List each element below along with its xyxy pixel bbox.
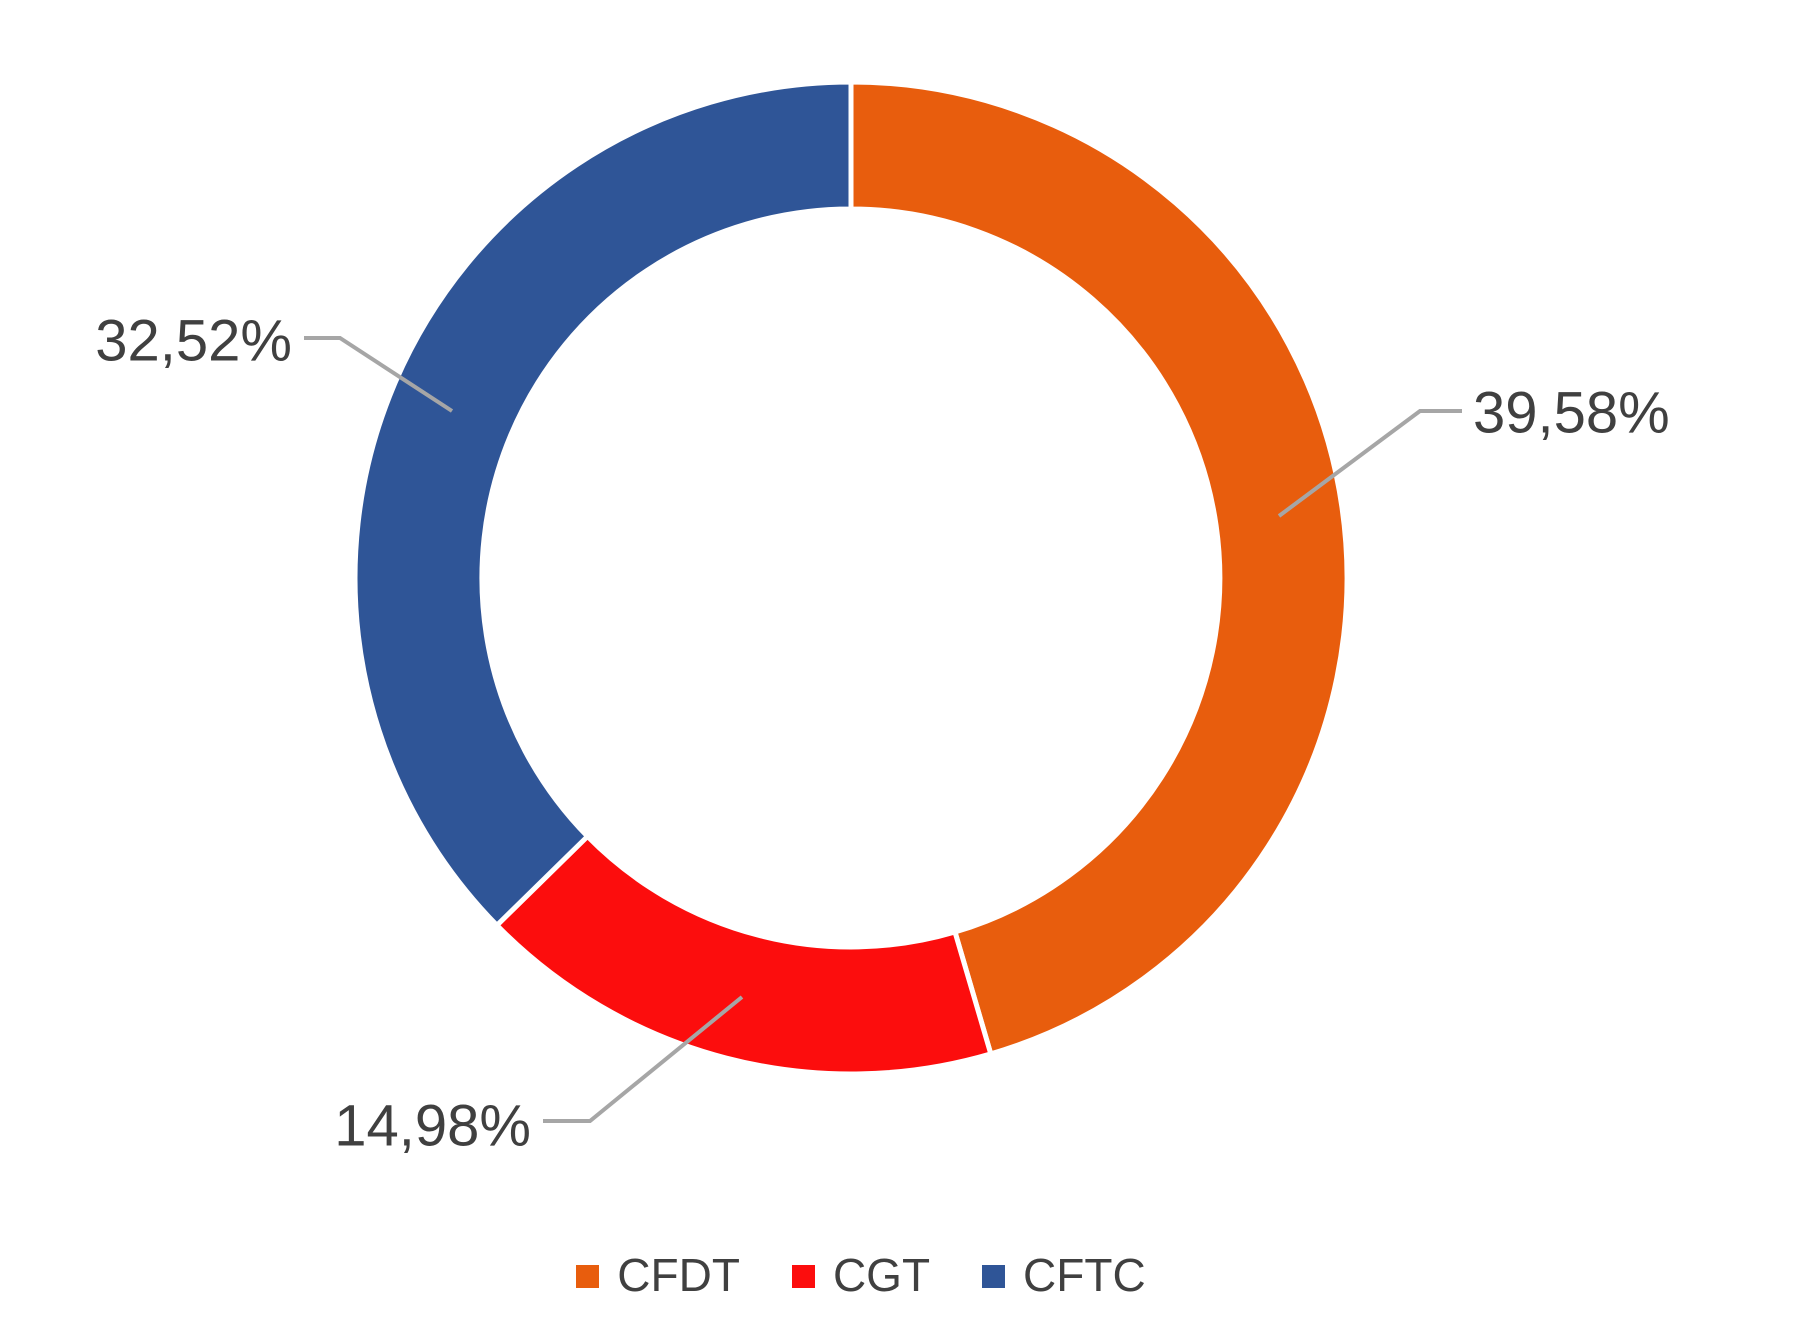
donut-slice-cfdt [848,79,1350,1058]
data-label-cftc: 32,52% [95,309,292,374]
legend-item-cftc: CFTC [982,1252,1146,1298]
legend-swatch-cftc-icon [982,1265,1006,1288]
donut-slice-cgt [493,832,994,1077]
leader-lines [304,336,1462,1123]
legend-label-cftc: CFTC [1023,1249,1146,1301]
leader-line-cfdt [1277,409,1462,518]
donut-slices [352,79,1350,1077]
leader-line-cftc [304,336,454,413]
chart-legend: CFDT CGT CFTC [0,1252,1767,1298]
legend-item-cgt: CGT [791,1249,931,1301]
data-label-cgt: 14,98% [334,1094,531,1159]
legend-swatch-cfdt-icon [576,1265,600,1288]
leader-line-cgt [543,995,744,1123]
legend-label-cfdt: CFDT [617,1249,740,1301]
donut-slice-cftc [352,79,854,929]
data-labels: 39,58% 14,98% 32,52% [95,309,1669,1159]
legend-label-cgt: CGT [832,1249,931,1301]
data-label-cfdt: 39,58% [1473,381,1670,446]
legend-swatch-cgt-icon [791,1265,815,1288]
legend-item-cfdt: CFDT [576,1252,740,1298]
